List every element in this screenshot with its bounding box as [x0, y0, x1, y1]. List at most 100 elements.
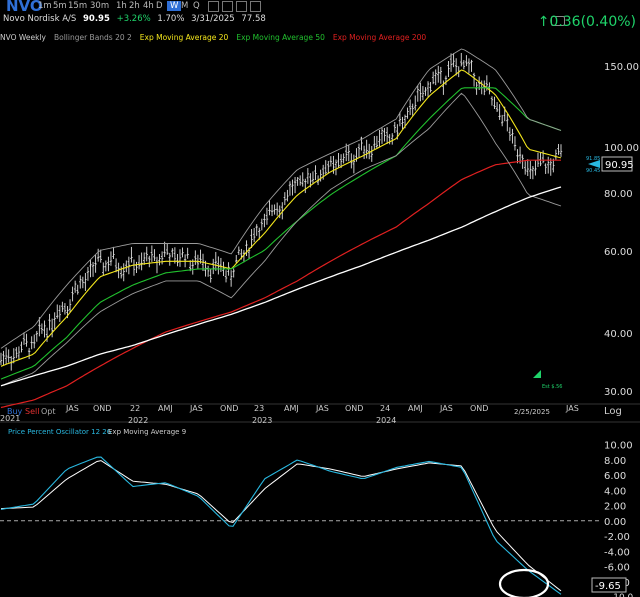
legend-item[interactable]: Exp Moving Average 50: [236, 33, 325, 42]
time-tick-label: OND: [470, 404, 488, 413]
price-tick-label: 80.00: [604, 189, 633, 200]
oscillator-tick-label: -4.00: [604, 547, 630, 558]
price-tick-label: 40.00: [604, 329, 633, 340]
bollinger-upper-line: [0, 48, 562, 349]
price-small-label: 91.85: [586, 156, 600, 162]
quote-date: 3/31/2025: [191, 14, 235, 24]
timeframe-4h[interactable]: 4h: [143, 1, 154, 11]
legend-item[interactable]: NVO Weekly: [0, 33, 46, 42]
change-value: 0.36(0.40%): [549, 14, 636, 30]
log-scale-toggle: Log: [604, 406, 622, 417]
up-arrow-icon: ↑: [537, 14, 550, 30]
price-small-label: 90.45: [586, 168, 600, 174]
legend-item[interactable]: Exp Moving Average 20: [139, 33, 229, 42]
time-tick-label: 24: [380, 404, 390, 413]
options-button[interactable]: Opt: [41, 407, 56, 416]
sell-button[interactable]: Sell: [25, 407, 39, 416]
time-tick-label: JAS: [65, 404, 79, 413]
volume-percent: 1.70%: [157, 14, 185, 24]
timeframe-D[interactable]: D: [156, 1, 163, 11]
last-price-marker: [588, 160, 600, 168]
oscillator-tick-label: 10.00: [604, 441, 633, 452]
time-tick-label: OND: [93, 404, 111, 413]
oscillator-tick-label: 0.00: [604, 517, 626, 528]
time-tick-label: OND: [345, 404, 363, 413]
toolbar-box-icon[interactable]: [222, 1, 233, 12]
time-tick-label: JAS: [315, 404, 329, 413]
legend-item[interactable]: Exp Moving Average 200: [332, 33, 427, 42]
year-label: 2022: [128, 416, 148, 425]
quote-line: Novo Nordisk A/S 90.95 +3.26% 1.70% 3/31…: [3, 14, 266, 24]
price-tick-label: 30.00: [604, 387, 633, 398]
symbol-label[interactable]: NVO: [6, 0, 43, 15]
timeframe-15m[interactable]: 15m: [68, 1, 88, 11]
price-bars: [0, 52, 563, 371]
timeframe-30m[interactable]: 30m: [90, 1, 110, 11]
ema50-line: [0, 87, 562, 380]
ppo-line: [0, 456, 562, 595]
timeframe-1m[interactable]: 1m: [38, 1, 52, 11]
time-tick-label: AMJ: [284, 404, 299, 413]
change-percent: +3.26%: [116, 14, 151, 24]
oscillator-last-box: [591, 577, 627, 593]
buy-button[interactable]: Buy: [7, 407, 23, 416]
company-name: Novo Nordisk A/S: [3, 14, 77, 24]
toolbar-box-icon[interactable]: [250, 1, 261, 12]
oscillator-last-label: -9.65: [595, 581, 621, 592]
oscillator-tick-label: -2.00: [604, 532, 630, 543]
time-tick-label: 2021: [0, 414, 20, 423]
bollinger-lower-line: [0, 92, 562, 387]
change-display: ↑0.36(0.40%): [538, 14, 636, 30]
last-price-box: [601, 156, 633, 172]
time-axis[interactable]: Buy Sell Opt 2021 JAS OND 22 AMJ JAS OND 23 AMJ JAS O…: [0, 404, 579, 425]
timeframe-M[interactable]: M: [181, 1, 189, 11]
earnings-label: Est $.56: [542, 384, 562, 390]
time-tick-label: 23: [254, 404, 264, 413]
time-tick-label: JAS: [189, 404, 203, 413]
oscillator-tick-label: 4.00: [604, 486, 626, 497]
timeframe-Q[interactable]: Q: [193, 1, 200, 11]
timeframe-W[interactable]: W: [167, 1, 182, 11]
ppo-signal-line: [0, 460, 562, 592]
time-tick-label: AMJ: [408, 404, 423, 413]
price-tick-label: 150.00: [604, 62, 639, 73]
indicator-legend: NVO Weekly Bollinger Bands 20 2 Exp Moving…: [0, 33, 434, 42]
time-tick-label: JAS: [439, 404, 453, 413]
oscillator-tick-label: 8.00: [604, 456, 626, 467]
trendline: [0, 186, 562, 387]
toolbar-box-icon[interactable]: [236, 1, 247, 12]
earnings-icon: [533, 370, 541, 378]
oscillator-clipped-label: -10.0: [610, 593, 634, 597]
year-label: 2023: [252, 416, 272, 425]
oscillator-tick-label: 2.00: [604, 502, 626, 513]
last-price: 90.95: [82, 14, 110, 24]
year-label: 2024: [376, 416, 396, 425]
time-tick-label: 22: [130, 404, 140, 413]
grid: [0, 403, 640, 522]
timeframe-2h[interactable]: 2h: [129, 1, 140, 11]
price-axis[interactable]: 150.00 100.00 80.00 60.00 40.00 30.00 90.95 91.…: [533, 62, 639, 417]
time-tick-label: JAS: [565, 404, 579, 413]
camera-icon[interactable]: [551, 16, 565, 26]
oscillator-tick-label: -6.00: [604, 563, 630, 574]
time-tick-label: 2/25/2025: [514, 408, 550, 416]
price-tick-label: 60.00: [604, 247, 633, 258]
ema20-line: [0, 69, 562, 367]
other-value: 77.58: [241, 14, 266, 24]
timeframe-5m[interactable]: 5m: [53, 1, 67, 11]
oscillator-tick-label: 6.00: [604, 471, 626, 482]
timeframe-1h[interactable]: 1h: [116, 1, 127, 11]
chart-header: NVO 1m 5m 15m 30m 1h 2h 4h D W M Q Novo Nordisk A/…: [0, 0, 640, 42]
price-tick-label: 100.00: [604, 143, 639, 154]
last-price-label: 90.95: [605, 160, 634, 171]
time-tick-label: AMJ: [158, 404, 173, 413]
legend-item[interactable]: Bollinger Bands 20 2: [53, 33, 132, 42]
highlight-circle: [498, 568, 550, 597]
oscillator-legend: Price Percent Oscillator 12 26: [8, 428, 112, 436]
time-tick-label: OND: [220, 404, 238, 413]
ema200-line: [0, 159, 561, 409]
toolbar-box-icon[interactable]: [208, 1, 219, 12]
indicator-lines: [0, 48, 562, 409]
